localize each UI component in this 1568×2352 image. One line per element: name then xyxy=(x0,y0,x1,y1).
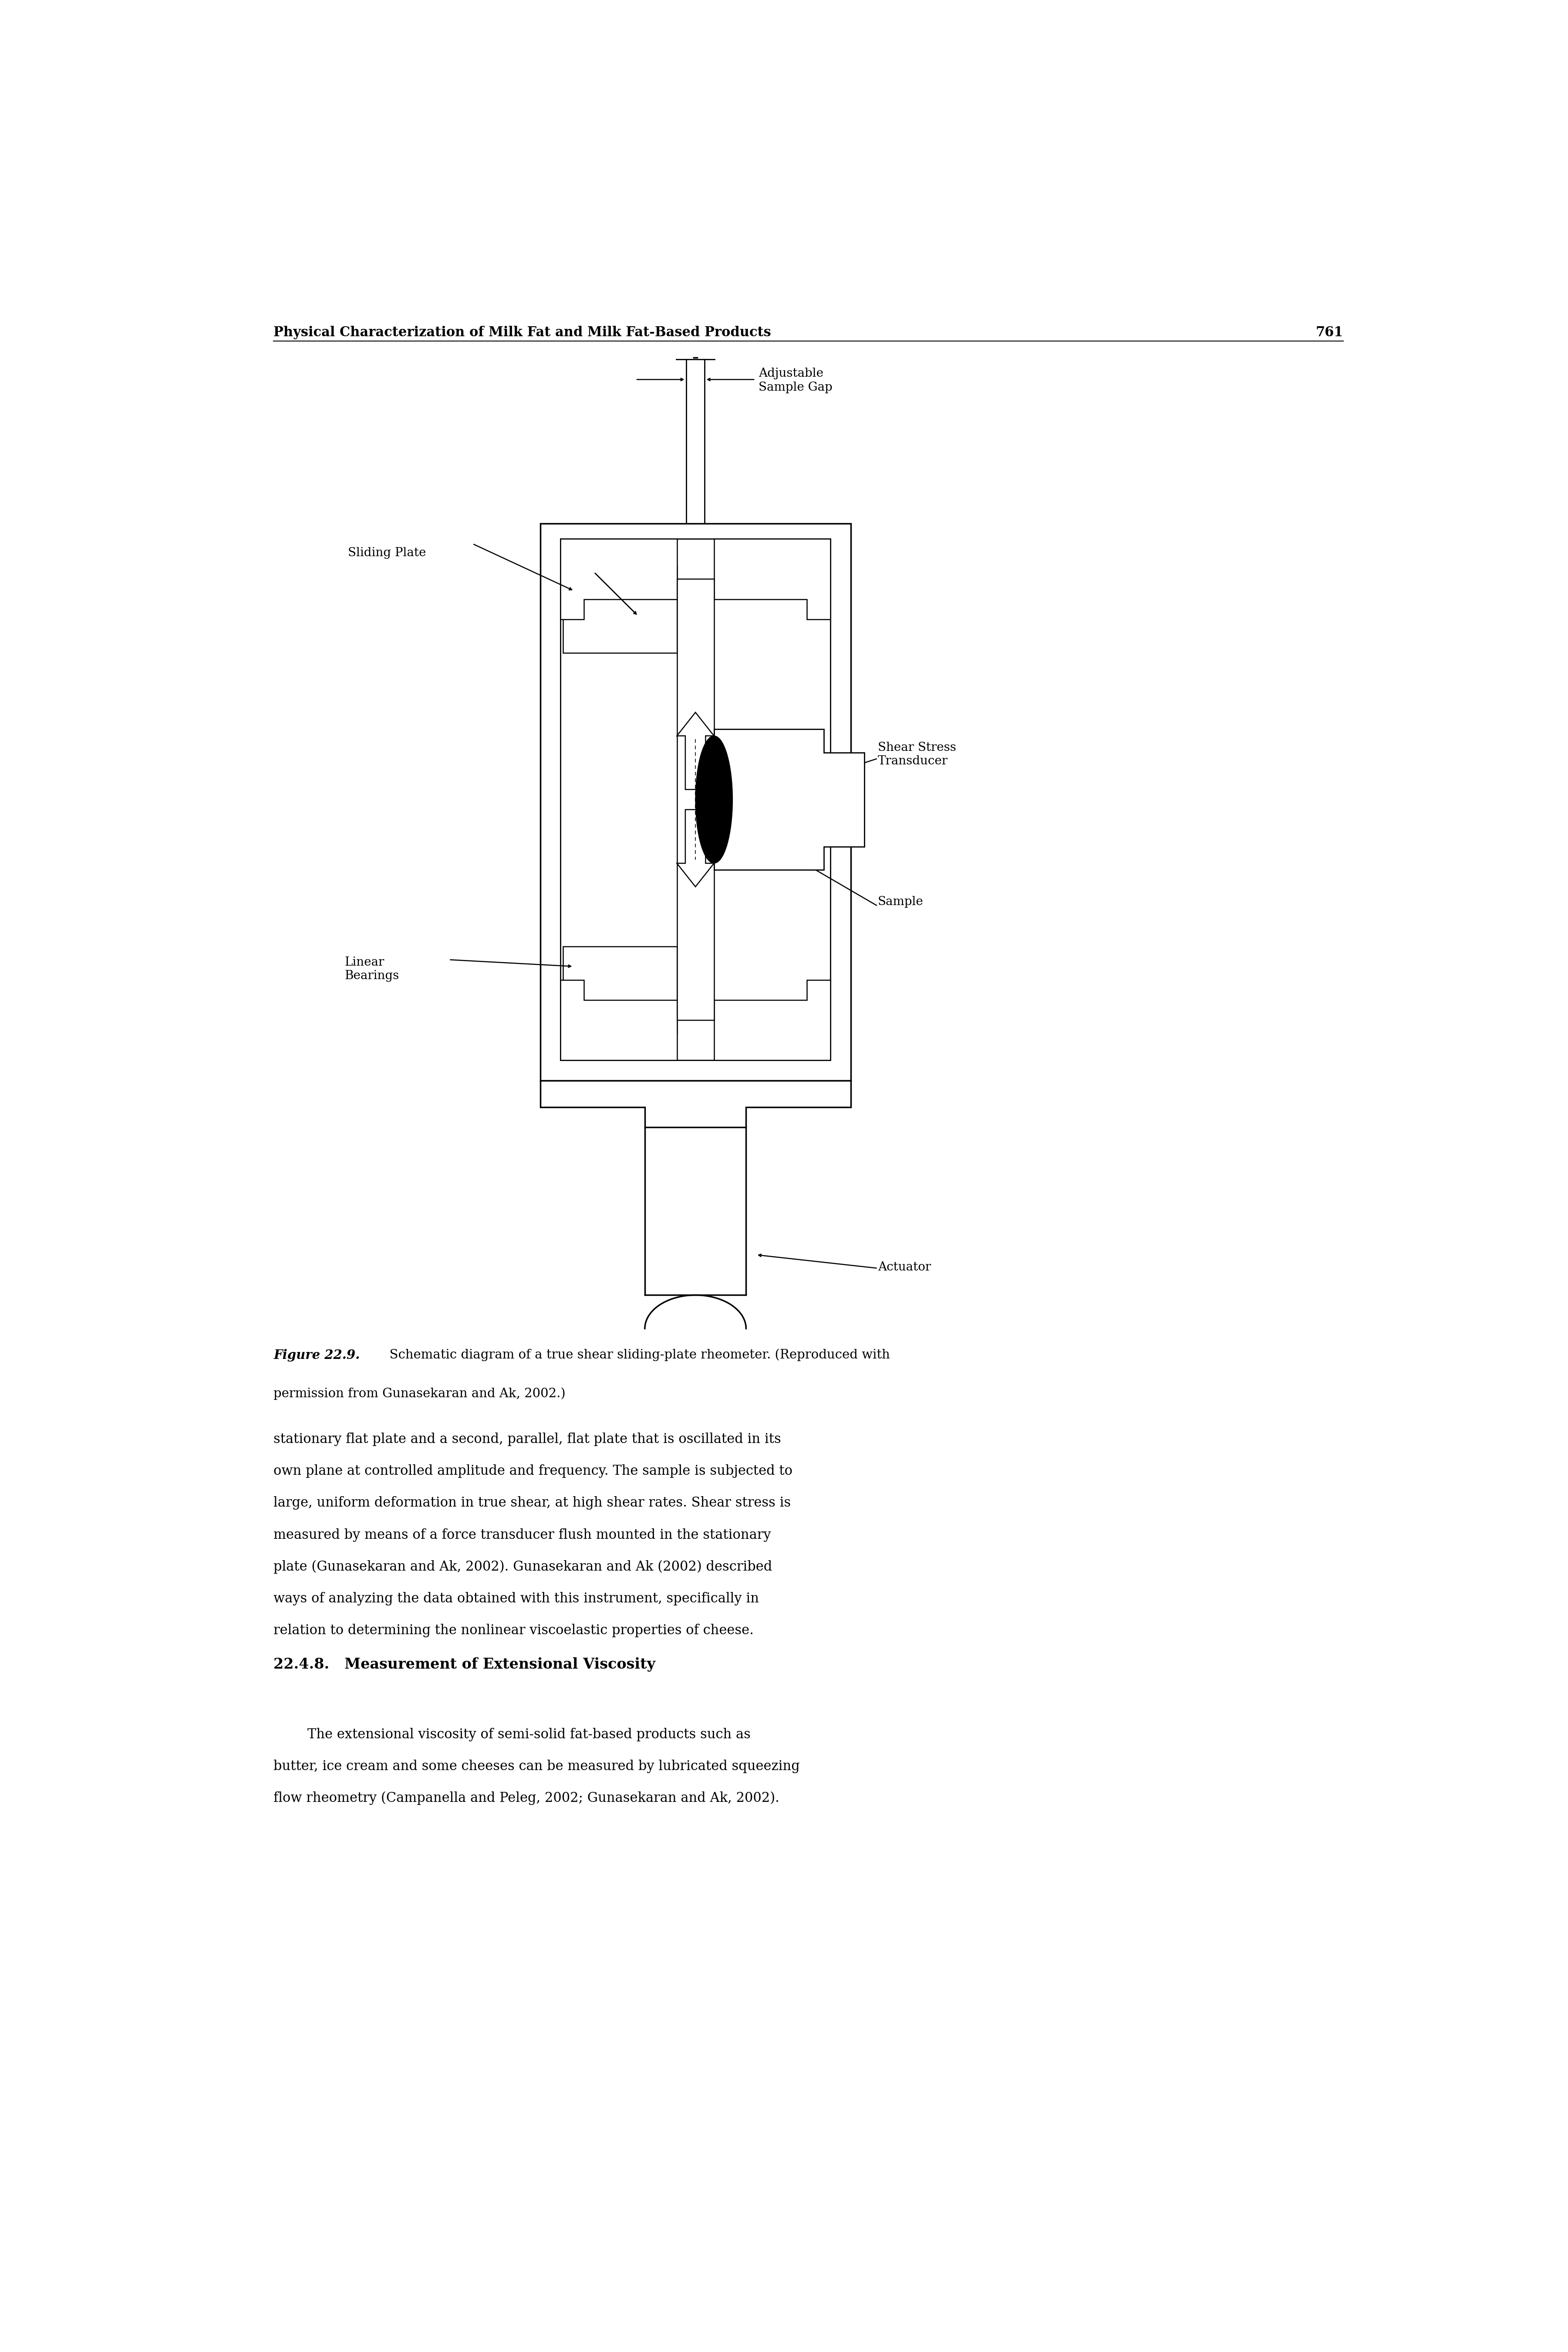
Text: relation to determining the nonlinear viscoelastic properties of cheese.: relation to determining the nonlinear vi… xyxy=(274,1623,754,1637)
Text: own plane at controlled amplitude and frequency. The sample is subjected to: own plane at controlled amplitude and fr… xyxy=(274,1465,793,1477)
Text: ways of analyzing the data obtained with this instrument, specifically in: ways of analyzing the data obtained with… xyxy=(274,1592,759,1606)
Bar xyxy=(560,539,831,1061)
Text: The extensional viscosity of semi-solid fat-based products such as: The extensional viscosity of semi-solid … xyxy=(274,1729,751,1740)
Text: large, uniform deformation in true shear, at high shear rates. Shear stress is: large, uniform deformation in true shear… xyxy=(274,1496,790,1510)
Text: Sliding Plate: Sliding Plate xyxy=(348,548,426,560)
Polygon shape xyxy=(677,809,713,887)
Text: 761: 761 xyxy=(1316,327,1344,339)
Text: Linear
Bearings: Linear Bearings xyxy=(345,957,398,981)
Text: Shear Stress
Transducer: Shear Stress Transducer xyxy=(878,741,956,767)
Polygon shape xyxy=(677,713,713,790)
Text: Physical Characterization of Milk Fat and Milk Fat-Based Products: Physical Characterization of Milk Fat an… xyxy=(274,327,771,339)
Text: butter, ice cream and some cheeses can be measured by lubricated squeezing: butter, ice cream and some cheeses can b… xyxy=(274,1759,800,1773)
Bar xyxy=(563,564,677,654)
Text: Adjustable
Sample Gap: Adjustable Sample Gap xyxy=(759,367,833,393)
Text: flow rheometry (Campanella and Peleg, 2002; Gunasekaran and Ak, 2002).: flow rheometry (Campanella and Peleg, 20… xyxy=(274,1792,779,1804)
Ellipse shape xyxy=(696,736,732,863)
Text: permission from Gunasekaran and Ak, 2002.): permission from Gunasekaran and Ak, 2002… xyxy=(274,1388,566,1399)
Text: Schematic diagram of a true shear sliding-plate rheometer. (Reproduced with: Schematic diagram of a true shear slidin… xyxy=(381,1348,891,1362)
Polygon shape xyxy=(713,539,831,619)
Text: Sample: Sample xyxy=(878,896,924,908)
Text: Actuator: Actuator xyxy=(878,1261,931,1272)
Bar xyxy=(677,579,713,1021)
Text: measured by means of a force transducer flush mounted in the stationary: measured by means of a force transducer … xyxy=(274,1529,771,1541)
Polygon shape xyxy=(560,539,677,619)
Bar xyxy=(541,524,851,1080)
Polygon shape xyxy=(713,729,864,870)
Polygon shape xyxy=(541,1080,851,1127)
Text: 22.4.8.   Measurement of Extensional Viscosity: 22.4.8. Measurement of Extensional Visco… xyxy=(274,1658,655,1672)
Text: Figure 22.9.: Figure 22.9. xyxy=(274,1348,361,1362)
Polygon shape xyxy=(560,981,677,1061)
Text: plate (Gunasekaran and Ak, 2002). Gunasekaran and Ak (2002) described: plate (Gunasekaran and Ak, 2002). Gunase… xyxy=(274,1559,773,1573)
Bar xyxy=(563,946,677,1033)
Text: stationary flat plate and a second, parallel, flat plate that is oscillated in i: stationary flat plate and a second, para… xyxy=(274,1432,781,1446)
Polygon shape xyxy=(713,981,831,1061)
